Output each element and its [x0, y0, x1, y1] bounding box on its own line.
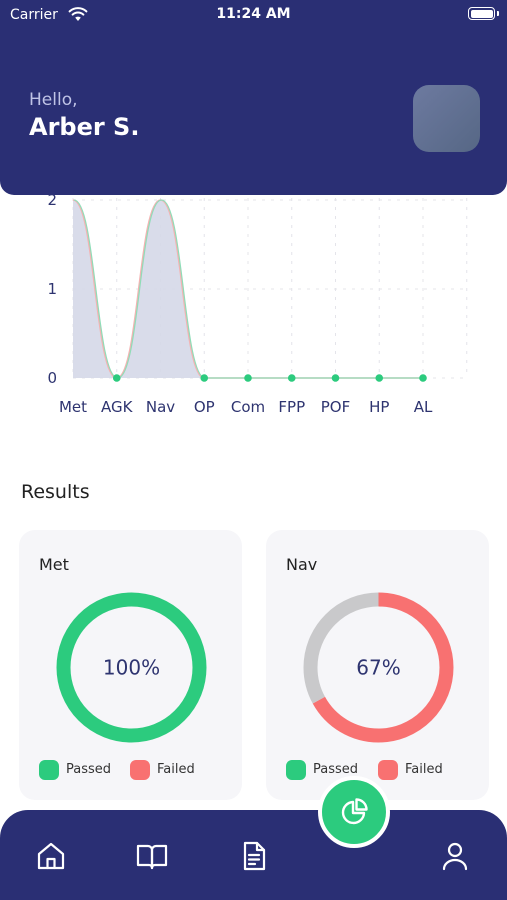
y-tick-label: 0	[47, 369, 57, 387]
battery-cap	[497, 11, 499, 16]
stats-fab-button[interactable]	[318, 776, 390, 848]
data-point	[375, 374, 384, 382]
x-tick-label: Com	[231, 398, 265, 416]
passed-segment	[56, 592, 207, 743]
results-title: Results	[21, 481, 90, 503]
status-bar: Carrier 11:24 AM	[0, 0, 507, 30]
x-tick-label: AL	[414, 398, 433, 416]
x-tick-label: Nav	[146, 398, 175, 416]
y-tick-label: 1	[47, 280, 57, 298]
x-tick-label: FPP	[278, 398, 305, 416]
result-card-nav[interactable]: Nav 67% Passed Failed	[266, 530, 489, 800]
legend-passed-label: Passed	[66, 762, 112, 777]
x-tick-label: HP	[369, 398, 389, 416]
carrier-label: Carrier	[10, 7, 58, 23]
x-tick-label: AGK	[101, 398, 134, 416]
data-point	[287, 374, 296, 382]
donut-percent-label: 67%	[356, 656, 400, 680]
legend-passed-label: Passed	[313, 762, 359, 777]
series-area	[73, 200, 423, 378]
x-tick-label: Met	[59, 398, 87, 416]
data-point	[331, 374, 340, 382]
status-time: 11:24 AM	[216, 6, 291, 22]
greeting-text: Hello,	[29, 90, 78, 110]
data-point	[112, 374, 121, 382]
avatar[interactable]	[413, 85, 480, 152]
battery-icon	[468, 7, 495, 20]
data-point	[419, 374, 427, 382]
legend-failed-label: Failed	[405, 762, 443, 777]
header: Carrier 11:24 AM Hello, Arber S.	[0, 0, 507, 195]
card-title: Nav	[286, 555, 318, 574]
book-icon[interactable]	[136, 840, 168, 872]
y-tick-label: 2	[47, 191, 57, 209]
legend-failed-label: Failed	[157, 762, 195, 777]
data-point	[200, 374, 209, 382]
failed-swatch	[130, 760, 150, 780]
result-card-met[interactable]: Met 100% Passed Failed	[19, 530, 242, 800]
failed-swatch	[378, 760, 398, 780]
wifi-icon	[68, 7, 88, 26]
home-icon[interactable]	[35, 840, 67, 872]
username: Arber S.	[29, 113, 140, 141]
passed-swatch	[286, 760, 306, 780]
data-point	[244, 374, 252, 382]
bottom-nav	[0, 810, 507, 900]
donut-chart: 67%	[303, 592, 454, 743]
user-icon[interactable]	[439, 840, 471, 872]
card-title: Met	[39, 555, 69, 574]
donut-percent-label: 100%	[103, 656, 160, 680]
passed-swatch	[39, 760, 59, 780]
donut-chart: 100%	[56, 592, 207, 743]
x-tick-label: OP	[194, 398, 215, 416]
document-icon[interactable]	[238, 840, 270, 872]
remaining-segment	[303, 592, 454, 743]
results-chart: Met AGK Nav OP Com FPP POF HP AL 0 1 2	[47, 180, 468, 416]
x-tick-label: POF	[321, 398, 350, 416]
